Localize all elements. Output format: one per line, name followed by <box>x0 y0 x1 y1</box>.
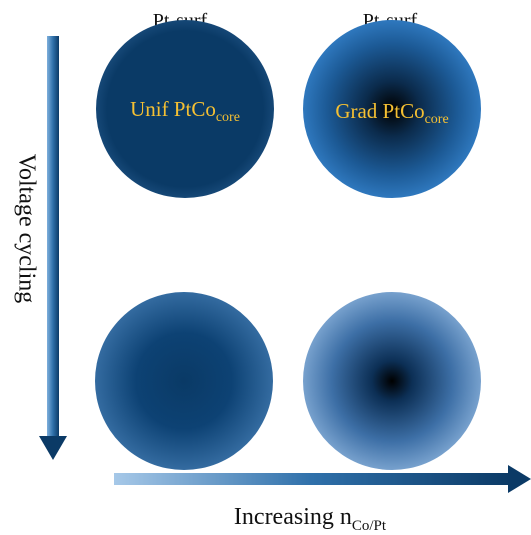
core-label-gradient: Grad PtCocore <box>303 99 481 128</box>
core-label-gradient-sub: core <box>424 112 449 128</box>
core-label-uniform-main: Unif PtCo <box>130 97 216 121</box>
particle-uniform-initial <box>96 20 274 198</box>
particle-gradient-initial <box>303 20 481 198</box>
increasing-ratio-arrow <box>114 465 531 493</box>
increasing-ratio-label-main: Increasing n <box>233 504 352 530</box>
increasing-ratio-label: Increasing nCo/Pt <box>170 504 450 535</box>
particle-gradient-cycled <box>303 292 481 470</box>
core-label-uniform-sub: core <box>215 110 240 126</box>
voltage-cycling-label: Voltage cycling <box>13 153 40 304</box>
increasing-ratio-label-sub: Co/Pt <box>351 517 387 534</box>
voltage-cycling-arrow <box>39 36 67 460</box>
core-label-gradient-main: Grad PtCo <box>335 99 425 123</box>
particle-uniform-cycled <box>95 292 273 470</box>
core-label-uniform: Unif PtCocore <box>96 97 274 126</box>
